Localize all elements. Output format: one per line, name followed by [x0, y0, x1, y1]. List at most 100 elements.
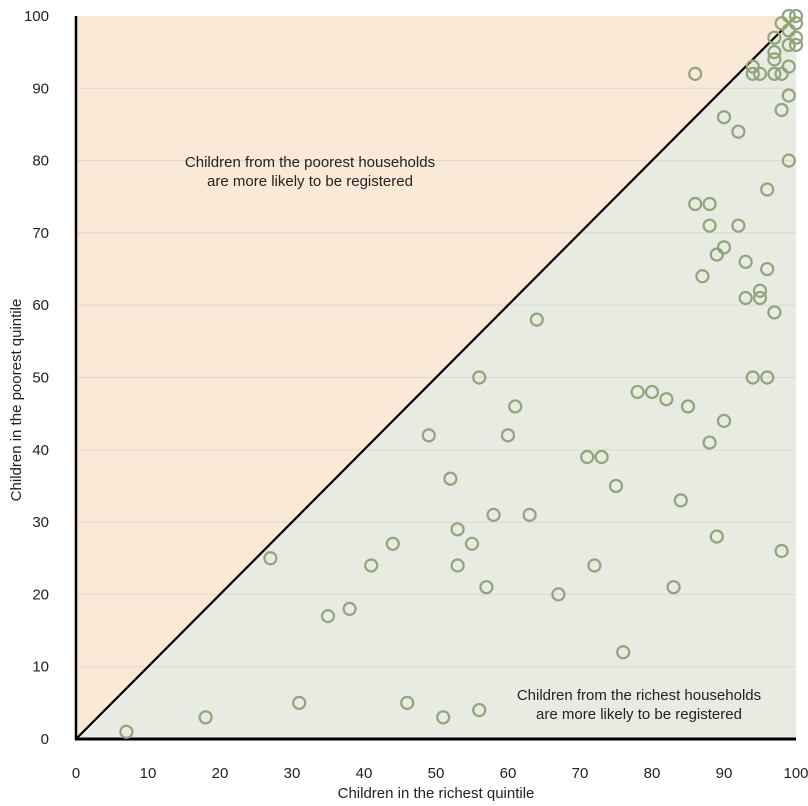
data-point [666, 580, 681, 595]
data-point [752, 66, 768, 81]
data-point [781, 153, 796, 168]
data-point [709, 247, 724, 262]
data-point [767, 45, 782, 60]
y-tick-label: 30 [32, 514, 49, 531]
data-point [774, 543, 789, 559]
y-tick-label: 40 [32, 442, 49, 459]
data-point [479, 580, 494, 595]
data-point [688, 66, 703, 81]
data-point [774, 102, 789, 118]
data-point [781, 23, 796, 38]
data-point [630, 384, 645, 400]
x-tick-label: 10 [140, 765, 157, 782]
y-tick-label: 0 [41, 731, 49, 748]
data-point [702, 435, 717, 450]
data-point [788, 8, 804, 24]
data-point [421, 428, 436, 443]
data-point [752, 290, 768, 306]
data-point [709, 529, 724, 544]
upper-annotation-line2: are more likely to be registered [207, 173, 413, 190]
data-point [486, 507, 501, 522]
y-axis-label: Children in the poorest quintile [8, 299, 25, 502]
data-point [760, 261, 775, 277]
data-point [198, 710, 213, 725]
y-tick-label: 70 [32, 225, 49, 242]
x-tick-label: 100 [783, 765, 808, 782]
data-point [731, 218, 746, 233]
data-point [450, 522, 465, 537]
data-point [320, 608, 336, 624]
data-point [745, 370, 760, 385]
data-point [716, 110, 732, 125]
data-point [263, 551, 278, 566]
data-point [364, 558, 379, 573]
data-point [472, 370, 487, 385]
y-tick-label: 90 [32, 80, 49, 97]
data-point [716, 413, 732, 428]
x-tick-label: 20 [212, 765, 229, 782]
data-point [781, 8, 796, 24]
data-point [119, 724, 134, 739]
x-tick-label: 40 [356, 765, 373, 782]
data-point [752, 283, 768, 298]
data-point [781, 59, 796, 74]
data-point [788, 16, 804, 31]
data-point [781, 88, 796, 103]
data-point [616, 645, 631, 660]
y-tick-label: 20 [32, 586, 49, 603]
data-point [738, 290, 753, 306]
x-tick-label: 50 [428, 765, 445, 782]
data-point [500, 428, 516, 443]
upper-annotation-line1: Children from the poorest households [185, 154, 435, 171]
data-point [644, 384, 660, 400]
data-point [774, 66, 789, 81]
data-point [738, 254, 753, 269]
data-point [508, 399, 523, 414]
data-point [774, 16, 789, 31]
y-tick-label: 10 [32, 659, 49, 676]
data-point [342, 601, 357, 616]
x-tick-label: 80 [644, 765, 661, 782]
data-point [292, 695, 307, 710]
data-point [522, 507, 537, 522]
data-point [760, 370, 775, 385]
data-point [673, 493, 688, 508]
data-point [587, 558, 602, 573]
data-point [385, 536, 400, 551]
data-point [450, 558, 465, 573]
data-point [443, 471, 458, 486]
data-point [695, 269, 710, 284]
data-point [472, 702, 487, 718]
y-tick-labels: 0 10 20 30 40 50 60 70 80 90 100 [24, 8, 49, 748]
y-tick-label: 100 [24, 8, 49, 25]
x-tick-labels: 0 10 20 30 40 50 60 70 80 90 100 [72, 765, 808, 782]
data-point [702, 196, 717, 212]
data-point [594, 449, 609, 465]
lower-annotation-line2: are more likely to be registered [536, 706, 742, 723]
data-point [731, 124, 746, 139]
x-tick-label: 60 [500, 765, 517, 782]
data-point [400, 695, 415, 710]
data-point [659, 392, 674, 407]
data-point [788, 30, 804, 45]
data-point [781, 37, 796, 53]
data-point [551, 587, 566, 602]
data-point [745, 59, 760, 74]
x-tick-label: 70 [572, 765, 589, 782]
data-point [716, 240, 732, 255]
data-point [760, 182, 775, 197]
data-point [767, 52, 782, 67]
y-tick-label: 60 [32, 297, 49, 314]
data-points [119, 8, 804, 739]
y-tick-label: 50 [32, 370, 49, 387]
x-tick-label: 30 [284, 765, 301, 782]
y-tick-label: 80 [32, 153, 49, 170]
data-point [464, 536, 480, 551]
data-point [608, 478, 624, 494]
gridlines [76, 87, 796, 668]
data-point [767, 305, 782, 320]
x-tick-label: 90 [716, 765, 733, 782]
data-point [688, 196, 703, 212]
equality-line [75, 15, 797, 740]
